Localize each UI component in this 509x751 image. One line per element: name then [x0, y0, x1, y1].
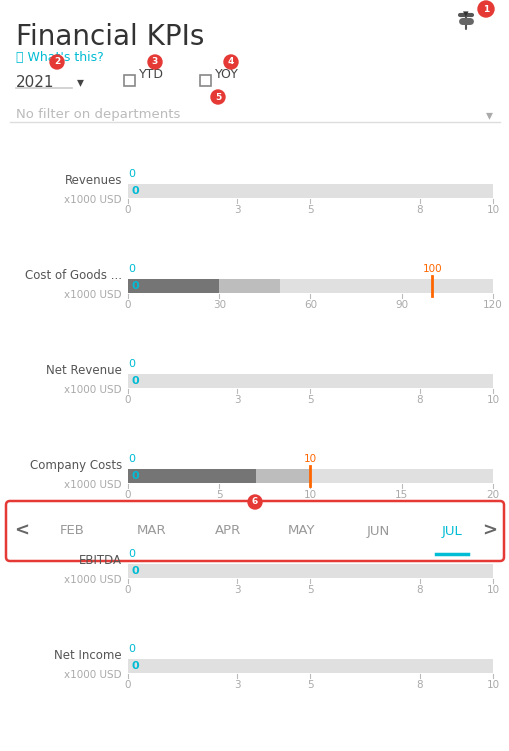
Text: 0: 0	[128, 169, 135, 179]
Bar	[128, 564, 492, 578]
Bar	[128, 184, 492, 198]
Text: 0: 0	[132, 661, 139, 671]
Text: 5: 5	[306, 680, 313, 690]
Text: 0: 0	[125, 205, 131, 215]
Text: x1000 USD: x1000 USD	[64, 575, 122, 585]
Text: 0: 0	[132, 471, 139, 481]
Text: x1000 USD: x1000 USD	[64, 195, 122, 205]
Text: 5: 5	[306, 585, 313, 595]
Text: 5: 5	[306, 205, 313, 215]
Circle shape	[211, 90, 224, 104]
Bar	[128, 374, 492, 388]
Text: >: >	[482, 522, 496, 540]
Circle shape	[247, 495, 262, 509]
Text: YOY: YOY	[215, 68, 238, 81]
Text: 0: 0	[132, 281, 139, 291]
Text: 2021: 2021	[16, 75, 54, 90]
Text: 0: 0	[132, 186, 139, 196]
Text: Company Costs: Company Costs	[30, 459, 122, 472]
Text: ▾: ▾	[485, 108, 492, 122]
Text: 15: 15	[394, 490, 408, 500]
Text: x1000 USD: x1000 USD	[64, 290, 122, 300]
Text: MAR: MAR	[137, 524, 166, 538]
Text: Net Income: Net Income	[54, 649, 122, 662]
Bar	[128, 279, 492, 293]
Text: APR: APR	[214, 524, 241, 538]
Bar	[128, 469, 255, 483]
Text: 4: 4	[228, 58, 234, 67]
Text: 5: 5	[214, 92, 221, 101]
Circle shape	[477, 1, 493, 17]
Text: 0: 0	[132, 566, 139, 576]
Text: x1000 USD: x1000 USD	[64, 670, 122, 680]
Text: JUN: JUN	[365, 524, 389, 538]
Text: 0: 0	[128, 454, 135, 464]
Text: 2: 2	[54, 58, 60, 67]
Text: 0: 0	[125, 585, 131, 595]
Bar	[124, 75, 135, 86]
Text: 0: 0	[128, 264, 135, 274]
Text: FEB: FEB	[60, 524, 84, 538]
Circle shape	[223, 55, 238, 69]
Text: 3: 3	[152, 58, 158, 67]
Text: 3: 3	[234, 680, 240, 690]
Text: 8: 8	[416, 205, 422, 215]
FancyBboxPatch shape	[6, 501, 503, 561]
Text: Financial KPIs: Financial KPIs	[16, 23, 204, 51]
Text: ▾: ▾	[77, 75, 84, 89]
Text: ▾: ▾	[462, 9, 468, 19]
Text: 10: 10	[303, 490, 317, 500]
Bar	[128, 469, 492, 483]
Text: 0: 0	[125, 300, 131, 310]
Text: x1000 USD: x1000 USD	[64, 385, 122, 395]
Text: 1: 1	[482, 5, 488, 14]
Text: MAY: MAY	[288, 524, 315, 538]
Text: 3: 3	[234, 395, 240, 405]
Bar	[200, 75, 211, 86]
Text: 20: 20	[486, 490, 499, 500]
Bar	[255, 469, 310, 483]
Text: 90: 90	[394, 300, 408, 310]
Text: 0: 0	[128, 549, 135, 559]
Text: x1000 USD: x1000 USD	[64, 480, 122, 490]
Text: 30: 30	[212, 300, 225, 310]
Text: 0: 0	[125, 490, 131, 500]
Text: <: <	[14, 522, 30, 540]
Text: 120: 120	[482, 300, 502, 310]
Circle shape	[148, 55, 162, 69]
Text: 0: 0	[132, 376, 139, 386]
Text: 5: 5	[215, 490, 222, 500]
Text: 8: 8	[416, 680, 422, 690]
Text: 10: 10	[486, 395, 499, 405]
Text: 0: 0	[125, 680, 131, 690]
Text: 10: 10	[303, 454, 317, 464]
Text: YTD: YTD	[139, 68, 164, 81]
Text: 100: 100	[421, 264, 441, 274]
Text: 10: 10	[486, 585, 499, 595]
Circle shape	[50, 55, 64, 69]
Text: 60: 60	[303, 300, 317, 310]
Text: JUL: JUL	[441, 524, 462, 538]
Text: 5: 5	[306, 395, 313, 405]
Text: ⓘ What's this?: ⓘ What's this?	[16, 51, 103, 64]
Text: 6: 6	[251, 497, 258, 506]
Text: 0: 0	[128, 359, 135, 369]
Bar	[128, 659, 492, 673]
Text: 0: 0	[128, 644, 135, 654]
Text: 0: 0	[125, 395, 131, 405]
Text: 3: 3	[234, 205, 240, 215]
Bar	[128, 279, 219, 293]
Text: Revenues: Revenues	[64, 174, 122, 187]
Text: Cost of Goods ...: Cost of Goods ...	[25, 269, 122, 282]
Text: 10: 10	[486, 680, 499, 690]
Text: No filter on departments: No filter on departments	[16, 108, 180, 121]
Text: 8: 8	[416, 395, 422, 405]
Text: Net Revenue: Net Revenue	[46, 364, 122, 377]
Bar	[219, 279, 279, 293]
Text: 10: 10	[486, 205, 499, 215]
Text: 3: 3	[234, 585, 240, 595]
Text: 8: 8	[416, 585, 422, 595]
Text: EBITDA: EBITDA	[79, 554, 122, 567]
